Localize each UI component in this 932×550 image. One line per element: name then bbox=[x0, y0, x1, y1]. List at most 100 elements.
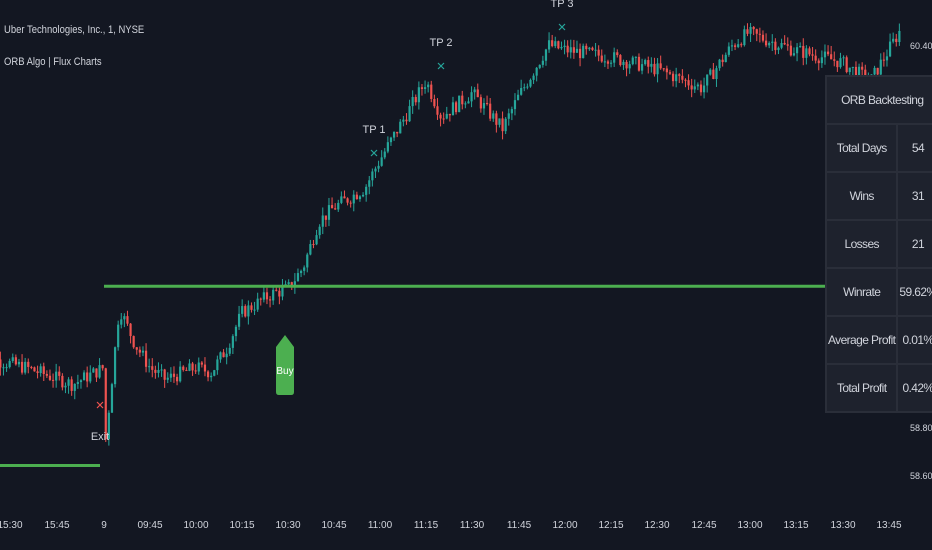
candle-body bbox=[30, 366, 33, 368]
candle-body bbox=[299, 270, 303, 274]
candle-body bbox=[566, 45, 569, 53]
candle-body bbox=[861, 66, 864, 70]
candle-body bbox=[755, 29, 758, 34]
candle-body bbox=[789, 45, 792, 56]
candle-body bbox=[275, 289, 278, 291]
candle-body bbox=[95, 368, 98, 378]
candle-body bbox=[144, 350, 148, 367]
tp1-label: TP 1 bbox=[362, 124, 385, 136]
candle-body bbox=[104, 368, 107, 439]
candle-body bbox=[718, 59, 721, 69]
exit-label: Exit bbox=[91, 431, 109, 443]
candle-body bbox=[625, 61, 628, 69]
candle-body bbox=[857, 66, 861, 79]
candle-body bbox=[67, 379, 70, 386]
candle-body bbox=[365, 186, 368, 195]
candle-body bbox=[489, 103, 492, 119]
candle-body bbox=[427, 84, 430, 88]
y-tick-label: 58.80 bbox=[910, 423, 932, 433]
candle-body bbox=[389, 137, 393, 143]
candle-body bbox=[185, 369, 188, 371]
x-tick-label: 10:30 bbox=[275, 520, 300, 531]
candle-body bbox=[535, 67, 538, 76]
candle-body bbox=[191, 363, 194, 371]
candle-body bbox=[761, 34, 765, 41]
candle-body bbox=[117, 324, 120, 348]
candle-body bbox=[764, 40, 768, 46]
candlestick-series bbox=[0, 22, 901, 446]
candle-body bbox=[842, 57, 845, 59]
candle-body bbox=[241, 306, 244, 314]
candle-body bbox=[547, 40, 551, 50]
candle-body bbox=[194, 370, 197, 372]
candle-body bbox=[622, 61, 625, 66]
candle-body bbox=[303, 267, 306, 271]
candle-body bbox=[433, 98, 436, 107]
candle-body bbox=[368, 180, 371, 187]
candle-body bbox=[374, 168, 377, 172]
candle-body bbox=[495, 113, 498, 125]
candle-body bbox=[343, 196, 346, 199]
candle-body bbox=[237, 313, 241, 327]
candle-body bbox=[107, 412, 110, 439]
candle-body bbox=[501, 118, 504, 132]
candle-body bbox=[572, 47, 575, 53]
candle-body bbox=[882, 59, 885, 61]
candle-body bbox=[51, 379, 55, 381]
candle-body bbox=[135, 347, 138, 350]
candle-body bbox=[436, 106, 439, 115]
candle-body bbox=[845, 57, 848, 73]
candle-body bbox=[293, 281, 296, 288]
x-tick-label: 15:45 bbox=[44, 520, 69, 531]
candle-body bbox=[895, 38, 898, 43]
candle-body bbox=[802, 45, 805, 58]
candle-body bbox=[600, 55, 603, 62]
candle-body bbox=[55, 371, 58, 381]
candle-body bbox=[154, 369, 157, 373]
candle-body bbox=[228, 347, 231, 354]
x-tick-label: 09:45 bbox=[137, 520, 162, 531]
backtest-row-losses: Losses 21 bbox=[824, 219, 932, 269]
candle-body bbox=[439, 114, 442, 119]
x-tick-label: 13:45 bbox=[876, 520, 901, 531]
candle-body bbox=[783, 43, 786, 45]
candle-body bbox=[687, 80, 690, 86]
candle-body bbox=[244, 306, 247, 317]
x-tick-label: 15:30 bbox=[0, 520, 23, 531]
candle-body bbox=[0, 359, 2, 368]
candle-body bbox=[445, 113, 448, 119]
backtest-row-total-days: Total Days 54 bbox=[824, 123, 932, 173]
candle-body bbox=[752, 26, 755, 30]
backtest-table: ORB Backtesting Total Days 54 Wins 31 Lo… bbox=[824, 75, 932, 413]
candle-body bbox=[830, 54, 833, 60]
backtest-row-winrate: Winrate 59.62% bbox=[824, 267, 932, 317]
candle-body bbox=[520, 88, 523, 95]
candle-body bbox=[554, 41, 557, 47]
backtest-value: 31 bbox=[896, 171, 932, 221]
candle-body bbox=[420, 87, 424, 89]
tp1-cross-icon bbox=[370, 149, 378, 157]
candle-body bbox=[671, 73, 675, 82]
candle-body bbox=[45, 374, 48, 376]
candle-body bbox=[854, 66, 858, 79]
candle-body bbox=[206, 371, 210, 378]
candle-body bbox=[296, 273, 300, 282]
x-tick-label: 10:00 bbox=[183, 520, 208, 531]
candle-body bbox=[616, 52, 619, 56]
candle-body bbox=[73, 383, 76, 391]
candle-body bbox=[306, 254, 309, 268]
candle-body bbox=[197, 362, 200, 372]
backtest-value: 0.42% bbox=[896, 363, 932, 413]
candle-body bbox=[811, 54, 814, 56]
candle-body bbox=[634, 56, 637, 58]
candle-body bbox=[27, 361, 30, 367]
candle-body bbox=[166, 377, 169, 380]
candle-body bbox=[377, 165, 380, 169]
candle-body bbox=[885, 56, 889, 61]
candle-body bbox=[479, 97, 482, 109]
candle-body bbox=[575, 48, 579, 53]
candle-body bbox=[839, 58, 842, 68]
x-tick-label: 11:45 bbox=[507, 520, 532, 531]
candle-body bbox=[290, 282, 293, 288]
